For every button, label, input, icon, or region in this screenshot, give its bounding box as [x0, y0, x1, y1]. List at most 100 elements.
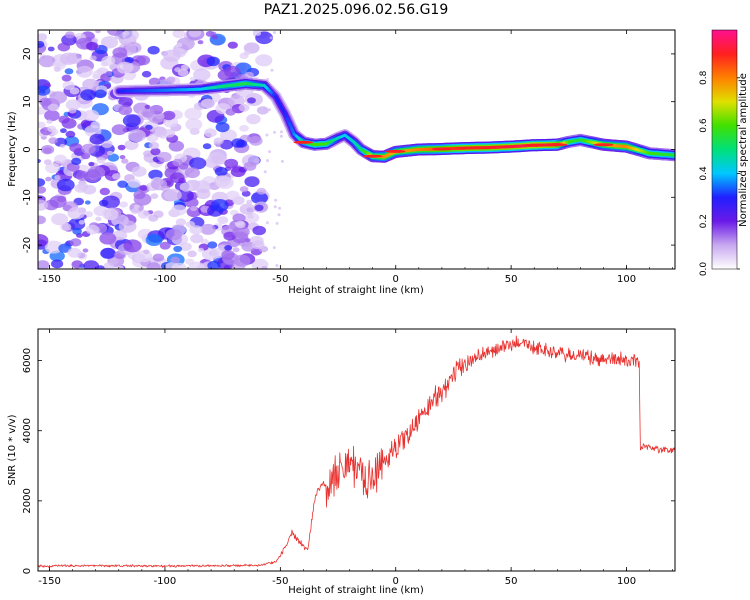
noise-blob	[164, 188, 182, 202]
noise-blob	[38, 178, 46, 187]
noise-blob	[47, 125, 56, 132]
noise-blob	[255, 54, 273, 67]
noise-blob	[44, 240, 63, 254]
noise-blob	[233, 254, 251, 267]
noise-blob	[76, 65, 93, 78]
noise-blob	[38, 158, 41, 164]
noise-blob	[275, 221, 279, 225]
ridge-peak	[385, 149, 406, 153]
noise-blob	[119, 155, 126, 160]
noise-blob	[246, 114, 261, 125]
noise-blob	[60, 128, 67, 134]
noise-blob	[148, 77, 161, 86]
snr-y-axis-label: SNR (10 * v/v)	[7, 414, 18, 485]
noise-blob	[54, 154, 67, 164]
noise-blob	[185, 118, 203, 131]
noise-blob	[89, 133, 105, 145]
noise-blob	[221, 250, 235, 260]
snr-series-line	[38, 335, 675, 568]
noise-blob	[118, 220, 137, 233]
spectrogram-y-axis-label: Frequency (Hz)	[7, 111, 18, 187]
noise-blob	[95, 216, 102, 222]
noise-blob	[95, 30, 101, 34]
noise-blob	[213, 137, 224, 145]
noise-blob	[184, 107, 202, 121]
noise-blob	[220, 129, 237, 142]
noise-blob	[280, 159, 284, 163]
noise-blob	[119, 201, 128, 208]
noise-blob	[48, 137, 58, 145]
noise-blob	[147, 45, 160, 55]
noise-blob	[210, 199, 229, 212]
noise-blob	[146, 133, 159, 142]
colorbar-tick-label: 0.2	[699, 214, 709, 228]
noise-blob	[107, 30, 123, 36]
ridge-peak	[547, 143, 568, 147]
noise-blob	[268, 108, 271, 112]
noise-blob	[224, 158, 239, 169]
noise-blob	[201, 98, 215, 109]
noise-blob	[246, 199, 253, 205]
noise-blob	[144, 104, 151, 109]
snr-x-tick-label: -50	[272, 576, 288, 587]
noise-blob	[196, 188, 211, 200]
noise-blob	[51, 213, 69, 226]
noise-blob	[127, 178, 141, 188]
snr-x-tick-label: -100	[154, 576, 177, 587]
snr-plot-area	[38, 329, 675, 571]
noise-blob	[43, 159, 52, 165]
noise-blob	[215, 122, 230, 133]
colorbar-tick-label: 0.4	[699, 166, 709, 181]
noise-blob	[112, 47, 128, 58]
noise-blob	[82, 248, 89, 253]
ridge-peak	[293, 140, 314, 144]
spectrogram-y-tick-label: -10	[22, 189, 33, 205]
noise-blob	[38, 186, 47, 194]
noise-blob	[57, 42, 71, 52]
snr-x-tick-label: 100	[617, 576, 636, 587]
noise-blob	[72, 227, 82, 235]
spectrogram-marks	[38, 30, 675, 269]
noise-blob	[272, 246, 276, 250]
ridge-peak	[593, 143, 614, 147]
noise-blob	[172, 30, 185, 39]
noise-blob	[232, 225, 250, 238]
noise-blob	[141, 70, 152, 78]
noise-blob	[74, 183, 87, 193]
noise-blob	[145, 234, 163, 246]
spectrogram-y-tick-label: 10	[22, 95, 33, 108]
snr-y-tick-label: 0	[22, 568, 33, 574]
noise-blob	[133, 190, 146, 200]
noise-blob	[256, 106, 269, 115]
noise-blob	[189, 225, 203, 235]
noise-blob	[122, 30, 139, 42]
noise-blob	[277, 213, 281, 217]
noise-blob	[168, 140, 185, 152]
noise-blob	[216, 176, 234, 190]
colorbar: 0.0 0.2 0.4 0.6 0.8 Normalized spectral ampl…	[699, 29, 749, 276]
noise-blob	[217, 244, 227, 251]
spectrogram-x-axis-label: Height of straight line (km)	[288, 285, 424, 296]
snr-x-tick-label: 50	[505, 576, 518, 587]
noise-blob	[197, 40, 204, 45]
noise-blob	[112, 230, 128, 241]
noise-blob	[124, 56, 134, 64]
noise-blob	[62, 81, 75, 90]
noise-blob	[211, 34, 218, 40]
noise-blob	[166, 76, 176, 84]
noise-blob	[59, 143, 66, 148]
noise-blob	[197, 247, 204, 253]
noise-blob	[270, 68, 274, 72]
noise-blob	[105, 71, 113, 77]
noise-blob	[278, 206, 282, 210]
snr-x-axis-label: Height of straight line (km)	[288, 585, 424, 596]
noise-blob	[101, 140, 113, 148]
colorbar-tick-label: 0.8	[699, 70, 709, 85]
noise-blob	[111, 124, 127, 136]
noise-blob	[251, 191, 268, 205]
noise-blob	[214, 166, 228, 177]
noise-blob	[96, 157, 106, 164]
noise-blob	[47, 103, 59, 112]
